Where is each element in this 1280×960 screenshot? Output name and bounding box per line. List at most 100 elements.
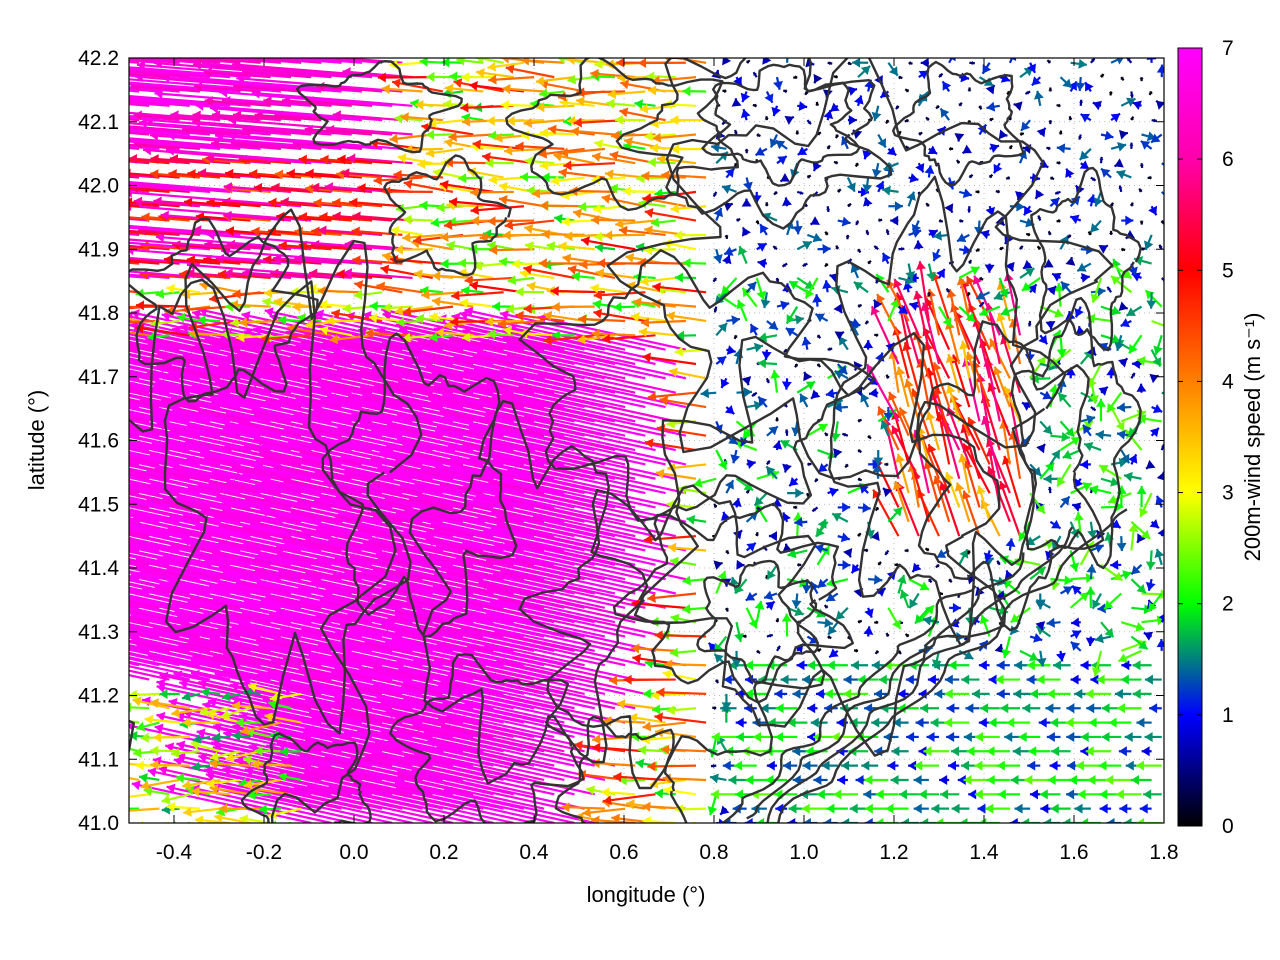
wind-arrow: [897, 688, 909, 699]
wind-arrow: [582, 807, 626, 818]
wind-arrow: [666, 705, 697, 716]
wind-arrow: [1141, 746, 1152, 757]
wind-arrow: [1095, 429, 1112, 440]
wind-arrow: [650, 217, 676, 228]
wind-arrow: [1019, 267, 1035, 279]
wind-arrow: [1019, 132, 1025, 137]
wind-arrow: [1136, 383, 1147, 393]
wind-arrow: [978, 301, 985, 308]
y-tick-label: 41.8: [78, 302, 119, 325]
wind-arrow: [885, 374, 890, 379]
wind-arrow: [644, 207, 697, 222]
terrain-contour: [633, 332, 1007, 757]
wind-arrow: [368, 313, 403, 324]
wind-arrow: [709, 773, 727, 784]
wind-arrow: [551, 301, 595, 312]
wind-arrow: [871, 717, 889, 728]
wind-arrow: [914, 607, 930, 625]
wind-arrow: [280, 196, 342, 208]
wind-arrow: [154, 723, 332, 767]
wind-arrow: [129, 793, 150, 798]
wind-arrow: [208, 758, 251, 769]
wind-arrow: [160, 210, 231, 222]
wind-arrow: [461, 285, 484, 296]
terrain-contour: [777, 508, 1128, 823]
wind-arrow: [426, 71, 454, 82]
wind-arrow: [129, 489, 140, 495]
wind-arrow: [887, 391, 910, 437]
wind-arrow: [262, 297, 292, 308]
wind-arrow: [1116, 402, 1132, 413]
wind-arrow: [913, 240, 924, 250]
wind-arrow: [1136, 818, 1162, 823]
wind-arrow: [155, 288, 180, 299]
wind-arrow: [1049, 519, 1062, 530]
wind-arrow: [998, 480, 1022, 537]
wind-arrow: [1139, 492, 1153, 518]
wind-arrow: [1087, 363, 1102, 389]
wind-arrow: [129, 587, 150, 595]
wind-arrow: [1096, 674, 1122, 685]
wind-arrow: [459, 298, 494, 309]
wind-arrow: [324, 182, 393, 193]
wind-arrow: [736, 299, 748, 322]
wind-arrow: [731, 497, 742, 508]
wind-arrow: [772, 245, 778, 251]
wind-arrow: [831, 731, 858, 742]
wind-arrow: [857, 477, 863, 482]
wind-arrow: [278, 772, 302, 782]
wind-arrow: [895, 453, 910, 494]
wind-arrow: [766, 425, 779, 437]
wind-arrow: [129, 582, 241, 609]
terrain-contour: [129, 217, 319, 403]
terrain-contour: [163, 208, 423, 735]
wind-arrow: [741, 226, 751, 237]
wind-arrow: [915, 162, 925, 173]
wind-arrow: [983, 550, 994, 562]
wind-arrow: [439, 179, 494, 193]
wind-arrow: [129, 444, 150, 452]
wind-arrow: [1131, 272, 1142, 282]
wind-arrow: [746, 459, 756, 469]
wind-arrow: [487, 216, 535, 227]
wind-arrow: [1153, 334, 1163, 356]
wind-arrow: [129, 624, 180, 638]
wind-arrow: [755, 146, 768, 157]
wind-arrow: [971, 688, 990, 699]
wind-arrow: [129, 454, 302, 495]
wind-arrow: [129, 319, 160, 324]
wind-arrow: [506, 115, 545, 126]
wind-arrow: [801, 803, 828, 814]
wind-arrow: [743, 177, 753, 191]
wind-arrow: [769, 134, 779, 148]
wind-arrow: [744, 148, 749, 154]
wind-arrow: [129, 615, 221, 638]
wind-arrow: [129, 328, 221, 351]
wind-arrow: [837, 188, 842, 193]
wind-arrow: [224, 268, 292, 280]
wind-arrow: [1069, 214, 1082, 225]
terrain-contour: [383, 154, 512, 277]
wind-arrow: [1109, 202, 1114, 207]
wind-arrow: [824, 231, 829, 236]
wind-arrow: [1008, 144, 1013, 150]
wind-arrow: [735, 717, 747, 728]
wind-arrow: [402, 305, 454, 317]
wind-arrow: [1024, 774, 1051, 785]
wind-arrow: [1130, 520, 1151, 540]
wind-arrow: [263, 96, 332, 107]
wind-arrow: [1099, 803, 1112, 814]
wind-arrow: [954, 482, 971, 523]
wind-arrow: [711, 731, 737, 742]
wind-arrow: [1120, 97, 1136, 107]
wind-arrow: [129, 601, 282, 638]
wind-arrow: [601, 333, 656, 344]
wind-arrow: [382, 302, 413, 313]
wind-arrow: [711, 142, 727, 153]
wind-arrow: [145, 821, 150, 823]
wind-arrow: [1117, 649, 1142, 663]
wind-arrow: [183, 806, 221, 817]
wind-arrow: [944, 674, 960, 685]
wind-arrow: [618, 225, 666, 236]
wind-arrow: [1056, 650, 1066, 662]
